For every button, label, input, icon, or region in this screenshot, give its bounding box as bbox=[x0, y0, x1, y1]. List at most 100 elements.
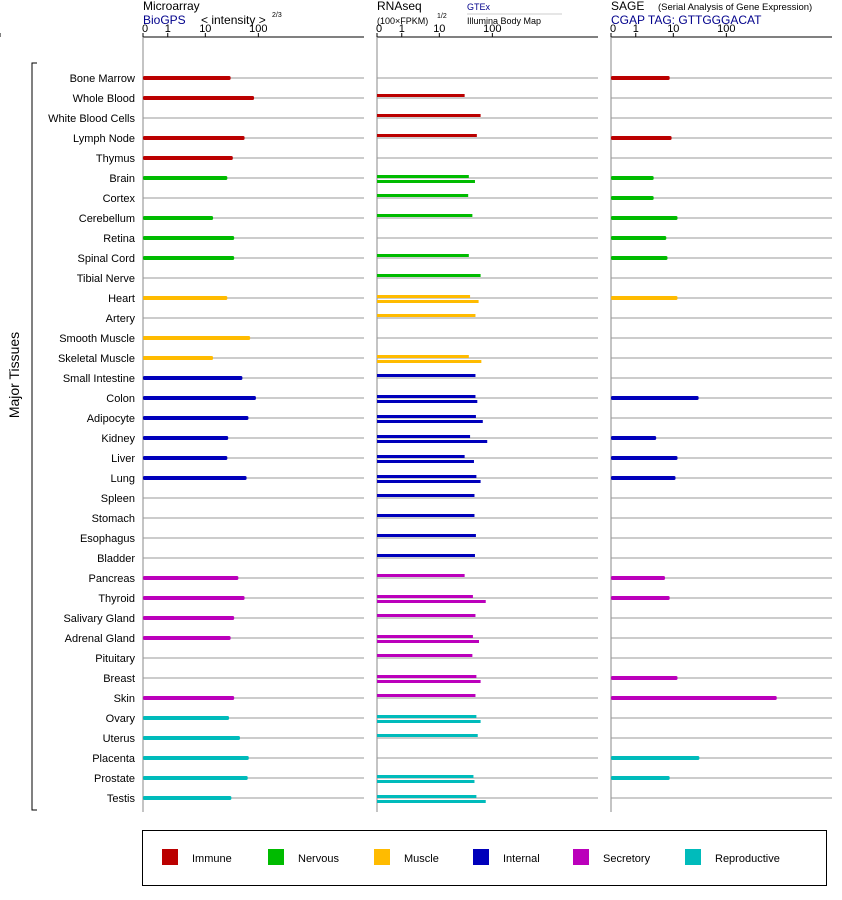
tissue-label: Salivary Gland bbox=[63, 613, 135, 625]
bar bbox=[611, 256, 668, 260]
tissue-label: Prostate bbox=[94, 773, 135, 785]
bar bbox=[377, 114, 481, 117]
x-tick-label: 1 bbox=[399, 23, 405, 35]
legend-swatch bbox=[573, 849, 589, 865]
tissue-label: Skeletal Muscle bbox=[58, 353, 135, 365]
tissue-label: Thymus bbox=[96, 153, 136, 165]
tissue-label: Bone Marrow bbox=[70, 73, 135, 85]
tissue-label: Artery bbox=[106, 313, 136, 325]
bar bbox=[377, 180, 475, 183]
tissue-label: Cortex bbox=[103, 193, 136, 205]
legend-label: Immune bbox=[192, 853, 232, 865]
bar bbox=[611, 476, 676, 480]
tissue-label: Pancreas bbox=[89, 573, 136, 585]
panel-titles: Microarray BioGPS < intensity > 2/3 RNAs… bbox=[143, 0, 812, 27]
panel1-subtitle: BioGPS bbox=[143, 13, 186, 27]
tissue-label: Heart bbox=[108, 293, 135, 305]
x-tick-label: 100 bbox=[717, 23, 735, 35]
bar bbox=[611, 676, 678, 680]
bar bbox=[143, 436, 229, 440]
bar bbox=[143, 576, 239, 580]
panel2-exponent: 1/2 bbox=[437, 13, 447, 20]
bar bbox=[143, 356, 214, 360]
bar bbox=[377, 775, 474, 778]
bar bbox=[143, 416, 249, 420]
bar bbox=[611, 776, 670, 780]
tissue-label: Liver bbox=[111, 453, 135, 465]
bar bbox=[143, 236, 235, 240]
tissue-label: Small Intestine bbox=[63, 373, 135, 385]
bar bbox=[377, 360, 482, 363]
bar bbox=[377, 415, 476, 418]
bar bbox=[143, 376, 243, 380]
bar bbox=[143, 756, 249, 760]
x-tick-label: 0 bbox=[142, 23, 148, 35]
bar bbox=[143, 76, 231, 80]
bar bbox=[143, 796, 232, 800]
bar bbox=[143, 616, 235, 620]
panel2-source: GTEx bbox=[467, 2, 491, 12]
tissue-label: Stomach bbox=[92, 513, 135, 525]
tissue-label: Retina bbox=[103, 233, 136, 245]
tissue-label: Breast bbox=[103, 673, 135, 685]
bar bbox=[377, 574, 465, 577]
bar bbox=[611, 296, 678, 300]
bar bbox=[611, 136, 672, 140]
bar bbox=[377, 134, 477, 137]
tissue-labels: Bone Marrow Whole Blood White Blood Cells L… bbox=[48, 73, 136, 805]
bar bbox=[377, 694, 476, 697]
bar bbox=[377, 514, 475, 517]
bar bbox=[377, 355, 469, 358]
x-tick-label: 0 bbox=[376, 23, 382, 35]
legend-label: Internal bbox=[503, 853, 540, 865]
bar bbox=[377, 94, 465, 97]
bar bbox=[611, 396, 699, 400]
bar bbox=[377, 680, 481, 683]
bar bbox=[143, 716, 230, 720]
panel1-exponent: 2/3 bbox=[272, 12, 282, 19]
panel2-title: RNAseq bbox=[377, 0, 422, 13]
panel3-title: SAGE bbox=[611, 0, 644, 13]
bar bbox=[143, 456, 228, 460]
bar bbox=[377, 300, 479, 303]
bar bbox=[143, 396, 256, 400]
tissue-label: Bladder bbox=[97, 553, 135, 565]
x-tick-label: 100 bbox=[249, 23, 267, 35]
y-axis-bracket bbox=[31, 62, 37, 811]
bar bbox=[611, 696, 777, 700]
panel1-subtitle-extra: < intensity > bbox=[201, 13, 266, 27]
bar bbox=[377, 455, 465, 458]
legend-label: Nervous bbox=[298, 853, 339, 865]
bar bbox=[377, 254, 469, 257]
bar bbox=[377, 780, 475, 783]
bar bbox=[377, 595, 473, 598]
bar bbox=[143, 636, 231, 640]
tissue-label: Cerebellum bbox=[79, 213, 135, 225]
bar bbox=[143, 216, 214, 220]
panel2-subtitle: (100×FPKM) bbox=[377, 16, 428, 26]
bar bbox=[143, 96, 255, 100]
tissue-label: Pituitary bbox=[95, 653, 135, 665]
bar bbox=[143, 696, 235, 700]
bar bbox=[377, 734, 478, 737]
legend: Immune Nervous Muscle Internal Secretory Repr… bbox=[142, 830, 827, 886]
bar bbox=[143, 296, 228, 300]
bar bbox=[377, 800, 486, 803]
bar bbox=[611, 176, 654, 180]
x-tick-label: 10 bbox=[199, 23, 211, 35]
legend-swatch bbox=[162, 849, 178, 865]
tissue-label: Colon bbox=[106, 393, 135, 405]
legend-swatch bbox=[685, 849, 701, 865]
bar bbox=[377, 795, 477, 798]
bar bbox=[377, 715, 477, 718]
bar bbox=[377, 274, 481, 277]
bar bbox=[611, 436, 657, 440]
bar bbox=[377, 475, 477, 478]
bar bbox=[377, 435, 471, 438]
bar bbox=[377, 494, 475, 497]
tissue-label: Esophagus bbox=[80, 533, 136, 545]
bar bbox=[377, 194, 469, 197]
tissue-label: White Blood Cells bbox=[48, 113, 135, 125]
bar bbox=[611, 596, 670, 600]
tissue-label: Lung bbox=[111, 473, 135, 485]
